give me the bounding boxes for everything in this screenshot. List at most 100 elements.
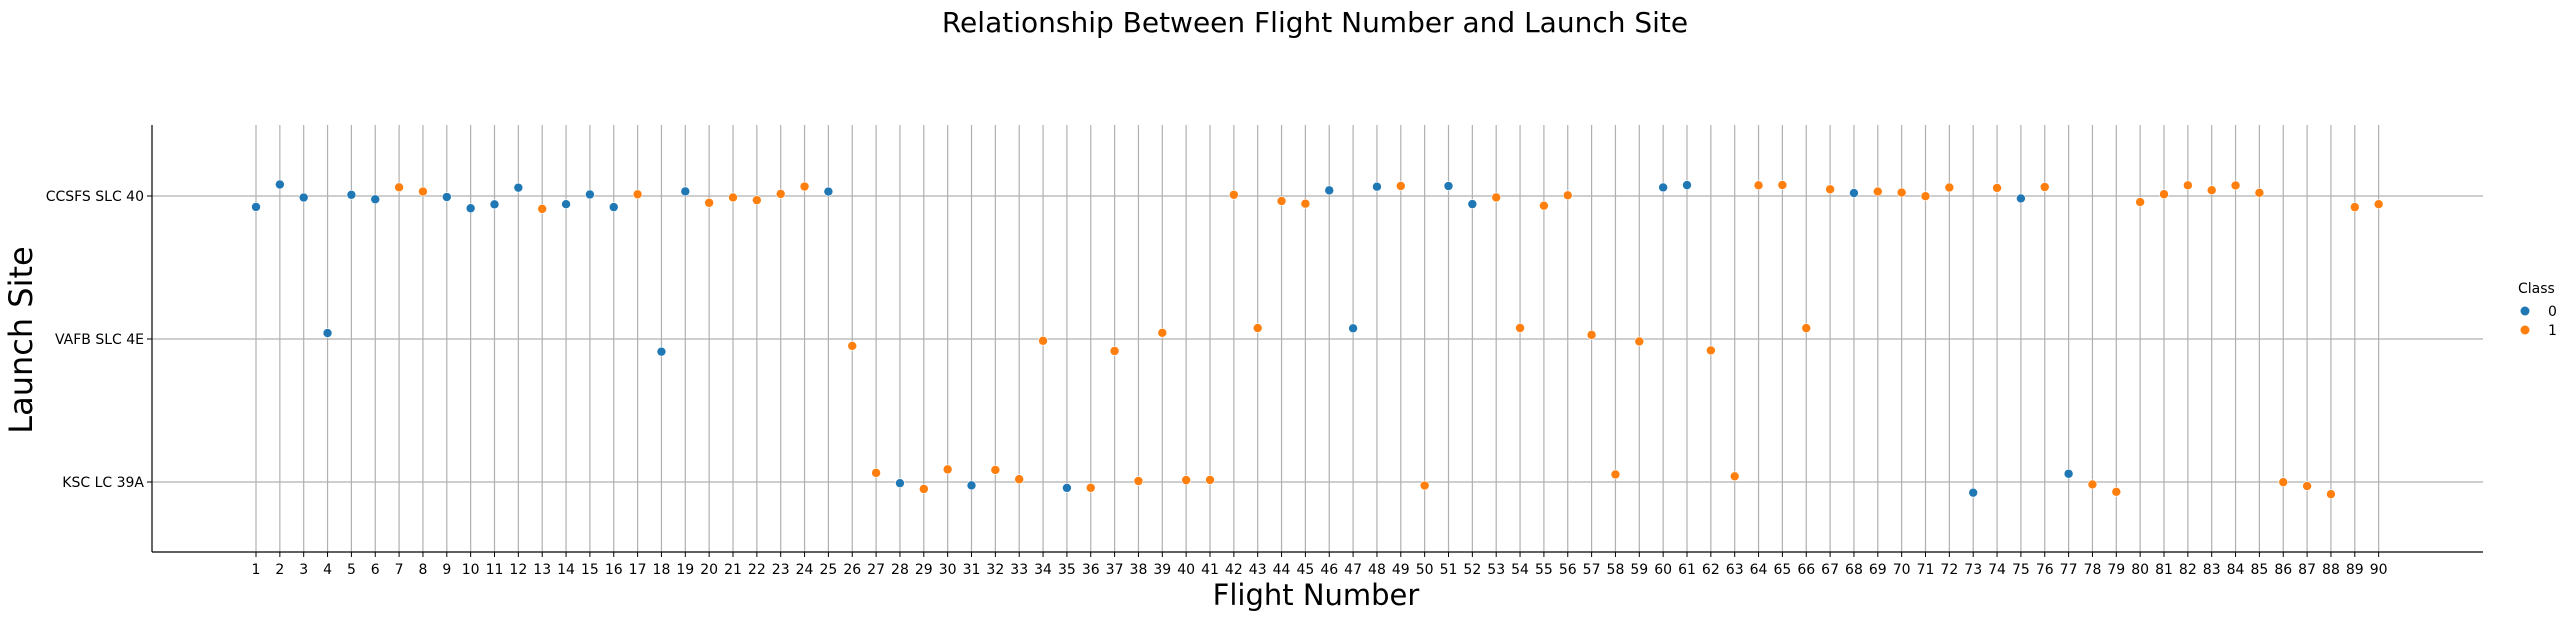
x-tick-label: 61 xyxy=(1678,562,1696,578)
grid-lines xyxy=(152,125,2483,552)
x-tick-label: 40 xyxy=(1177,562,1195,578)
data-point xyxy=(1014,474,1025,485)
legend: Class 0 1 xyxy=(2518,281,2557,339)
x-tick-label: 44 xyxy=(1273,562,1291,578)
data-point xyxy=(1491,192,1501,203)
data-point xyxy=(489,199,500,210)
data-point xyxy=(1944,182,1955,193)
data-point xyxy=(656,346,667,357)
x-tick-label: 12 xyxy=(509,562,527,578)
x-tick-label: 45 xyxy=(1296,562,1314,578)
x-tick-label: 71 xyxy=(1917,562,1935,578)
data-point xyxy=(441,192,452,202)
x-tick-label: 5 xyxy=(347,562,356,578)
x-tick-label: 34 xyxy=(1034,562,1052,578)
x-tick-label: 75 xyxy=(2012,562,2030,578)
x-tick-label: 16 xyxy=(605,562,623,578)
data-point xyxy=(966,480,977,491)
data-point xyxy=(823,186,834,197)
y-tick-label: VAFB SLC 4E xyxy=(55,332,144,348)
data-point xyxy=(1968,487,1978,498)
legend-title: Class xyxy=(2518,281,2555,297)
x-tick-label: 19 xyxy=(676,562,694,578)
data-point xyxy=(1539,200,1549,211)
data-point xyxy=(2135,197,2145,207)
x-tick-label: 43 xyxy=(1249,562,1267,578)
x-tick-label: 36 xyxy=(1082,562,1100,578)
x-tick-label: 9 xyxy=(442,562,451,578)
data-point xyxy=(2254,187,2265,198)
x-tick-label: 55 xyxy=(1535,562,1553,578)
x-tick-labels: 1 2 3 4 5 6 7 8 9 10 11 12 13 14 15 16 17 18 19 20 21 22 23 24 2… xyxy=(252,552,2388,578)
data-point xyxy=(2350,202,2360,212)
x-tick-label: 80 xyxy=(2131,562,2149,578)
data-point xyxy=(2278,477,2289,487)
data-point xyxy=(1515,323,1525,333)
data-point xyxy=(513,182,524,193)
x-tick-label: 57 xyxy=(1583,562,1601,578)
chart-title: Relationship Between Flight Number and L… xyxy=(942,6,1688,39)
data-point xyxy=(1658,182,1668,193)
x-tick-label: 14 xyxy=(557,562,575,578)
data-point xyxy=(2159,189,2169,200)
data-point xyxy=(871,468,881,478)
x-tick-label: 23 xyxy=(772,562,790,578)
data-point xyxy=(1300,198,1311,209)
data-point xyxy=(1562,190,1573,201)
x-tick-label: 65 xyxy=(1773,562,1791,578)
data-point xyxy=(561,199,571,210)
x-tick-label: 74 xyxy=(1988,562,2006,578)
x-axis-label: Flight Number xyxy=(1213,578,1420,612)
x-tick-label: 72 xyxy=(1940,562,1958,578)
legend-marker xyxy=(2520,306,2530,316)
data-point xyxy=(1873,186,1883,197)
y-tick-label: CCSFS SLC 40 xyxy=(46,189,144,205)
x-tick-label: 13 xyxy=(533,562,551,578)
legend-label: 0 xyxy=(2548,304,2557,320)
data-point xyxy=(1801,323,1812,333)
legend-label: 1 xyxy=(2548,323,2557,339)
data-point xyxy=(1610,469,1621,480)
data-point xyxy=(1109,346,1120,356)
x-tick-label: 7 xyxy=(395,562,404,578)
x-tick-label: 53 xyxy=(1487,562,1505,578)
data-point xyxy=(728,192,738,203)
data-point xyxy=(680,186,691,197)
x-tick-label: 1 xyxy=(252,562,261,578)
data-point xyxy=(847,341,858,351)
data-point xyxy=(942,464,953,475)
data-point xyxy=(608,202,619,212)
x-tick-label: 77 xyxy=(2060,562,2078,578)
x-tick-label: 27 xyxy=(867,562,885,578)
x-tick-label: 62 xyxy=(1702,562,1720,578)
data-point xyxy=(1372,181,1382,192)
x-tick-label: 8 xyxy=(418,562,427,578)
x-tick-label: 50 xyxy=(1416,562,1434,578)
y-tick-label: KSC LC 39A xyxy=(62,475,144,491)
x-tick-label: 3 xyxy=(299,562,308,578)
x-tick-label: 54 xyxy=(1511,562,1529,578)
data-point xyxy=(752,195,762,205)
data-point xyxy=(2230,180,2241,191)
x-tick-label: 6 xyxy=(371,562,380,578)
x-tick-label: 49 xyxy=(1392,562,1410,578)
data-point xyxy=(775,189,786,199)
data-point xyxy=(2087,479,2098,490)
data-point xyxy=(1396,181,1406,191)
x-tick-label: 22 xyxy=(748,562,766,578)
x-tick-label: 48 xyxy=(1368,562,1386,578)
x-tick-label: 60 xyxy=(1654,562,1672,578)
x-tick-label: 15 xyxy=(581,562,599,578)
data-point xyxy=(1753,180,1764,191)
x-tick-label: 17 xyxy=(629,562,647,578)
data-point xyxy=(704,197,714,208)
legend-marker xyxy=(2520,325,2530,335)
x-tick-label: 64 xyxy=(1750,562,1768,578)
data-point xyxy=(1205,475,1215,485)
data-point xyxy=(1276,196,1287,206)
data-point xyxy=(585,189,595,200)
data-point xyxy=(346,189,357,200)
x-tick-label: 63 xyxy=(1726,562,1744,578)
